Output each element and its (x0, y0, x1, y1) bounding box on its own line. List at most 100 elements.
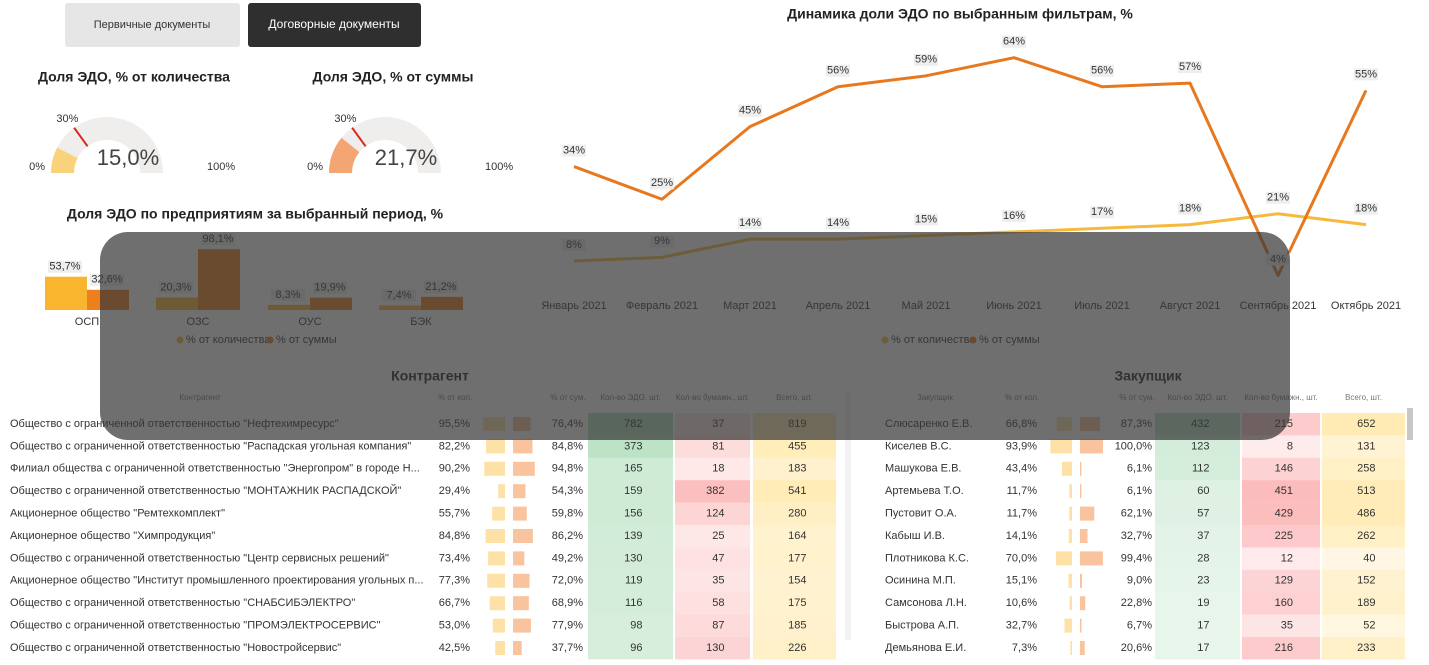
data-label: 14% (827, 217, 849, 229)
button-label[interactable]: Первичные документы (94, 19, 211, 31)
cell-value: 154 (788, 575, 806, 587)
label-box (1178, 202, 1202, 215)
data-bar (1080, 529, 1088, 543)
cell-value: 6,1% (1127, 463, 1152, 475)
data-bar (486, 439, 505, 454)
data-label: 56% (1091, 65, 1113, 77)
gauge-value (51, 147, 78, 173)
row-name: Акционерное общество "Ремтехкомплект" (10, 508, 225, 520)
label-box (650, 177, 674, 190)
data-bar (513, 573, 530, 588)
cell-value: 18 (712, 463, 724, 475)
row-name: Киселев В.С. (885, 440, 952, 452)
cell-value: 9,0% (1127, 575, 1152, 587)
cell-value: 373 (624, 440, 642, 452)
cell-bg (1322, 457, 1405, 481)
data-label: 18% (1179, 203, 1201, 215)
row-name: Общество с ограниченной ответственностью… (10, 620, 381, 632)
button-label[interactable]: Договорные документы (268, 17, 399, 31)
button-active[interactable] (248, 3, 421, 47)
cell-value: 66,7% (439, 597, 470, 609)
bar (45, 276, 87, 310)
gauge-title: Доля ЭДО, % от суммы (313, 69, 474, 85)
data-bar (1064, 618, 1072, 633)
cell-bg (1155, 637, 1240, 660)
label-box (1266, 191, 1290, 204)
cell-value: 139 (624, 530, 642, 542)
data-label: 34% (563, 144, 585, 156)
data-bar (1080, 641, 1085, 655)
cell-value: 156 (624, 508, 642, 520)
cell-value: 70,0% (1006, 552, 1037, 564)
cell-value: 159 (624, 485, 642, 497)
label-box (738, 104, 762, 117)
cell-value: 57 (1197, 508, 1209, 520)
cell-value: 22,8% (1121, 597, 1152, 609)
data-label: 16% (1003, 210, 1025, 222)
cell-bg (588, 637, 673, 660)
cell-value: 17 (1197, 620, 1209, 632)
chart-title: Динамика доли ЭДО по выбранным фильтрам,… (787, 6, 1133, 22)
gauge-min-label: 0% (29, 161, 45, 173)
label-box (48, 260, 82, 273)
cell-bg (1322, 502, 1405, 525)
scrollbar-thumb[interactable] (1407, 408, 1413, 440)
data-bar (498, 484, 505, 499)
data-bar (492, 506, 505, 521)
label-box (1178, 61, 1202, 74)
cell-bg (675, 592, 750, 615)
cell-bg (1242, 592, 1320, 615)
button[interactable] (65, 3, 240, 47)
cell-bg (753, 525, 836, 548)
cell-value: 17 (1197, 642, 1209, 654)
gauge-value-label: 21,7% (375, 145, 437, 170)
row-name: Плотникова К.С. (885, 552, 969, 564)
cell-value: 19 (1197, 597, 1209, 609)
cell-bg (1155, 525, 1240, 548)
cell-value: 185 (788, 620, 806, 632)
cell-bg (1242, 525, 1320, 548)
cell-bg (1242, 435, 1320, 458)
cell-value: 52 (1363, 620, 1375, 632)
row-name: Кабыш И.В. (885, 530, 945, 542)
cell-value: 87 (712, 620, 724, 632)
line (573, 56, 1368, 277)
cell-value: 53,0% (439, 620, 470, 632)
row-name: Общество с ограниченной ответственностью… (10, 440, 411, 452)
cell-value: 11,7% (1007, 508, 1038, 520)
label-box (1090, 64, 1114, 77)
cell-bg (675, 569, 750, 593)
cell-value: 84,8% (552, 440, 583, 452)
label-box (738, 217, 762, 230)
data-bar (1080, 573, 1083, 588)
data-bar (1080, 461, 1082, 476)
cell-bg (675, 502, 750, 525)
cell-value: 29,4% (439, 485, 470, 497)
cell-value: 98 (630, 620, 642, 632)
data-bar (513, 529, 533, 543)
cell-bg (753, 569, 836, 593)
data-bar (513, 439, 533, 454)
cell-value: 77,9% (552, 620, 583, 632)
data-label: 14% (739, 217, 761, 229)
x-tick-label: Октябрь 2021 (1331, 300, 1401, 312)
cell-value: 164 (788, 530, 806, 542)
cell-bg (1155, 569, 1240, 593)
cell-value: 6,7% (1127, 620, 1152, 632)
data-bar (1069, 484, 1072, 499)
data-label: 45% (739, 105, 761, 117)
scrollbar[interactable] (845, 390, 851, 640)
row-name: Общество с ограниченной ответственностью… (10, 552, 389, 564)
cell-bg (753, 502, 836, 525)
gauge-target-label: 30% (56, 113, 78, 125)
cell-value: 146 (1275, 463, 1293, 475)
cell-value: 100,0% (1115, 440, 1153, 452)
cell-value: 47 (712, 552, 724, 564)
data-bar (1069, 506, 1072, 521)
cell-value: 130 (624, 552, 642, 564)
row-name: Общество с ограниченной ответственностью… (10, 484, 401, 497)
cell-value: 82,2% (439, 440, 470, 452)
cell-bg (1322, 435, 1405, 458)
cell-bg (753, 614, 836, 637)
